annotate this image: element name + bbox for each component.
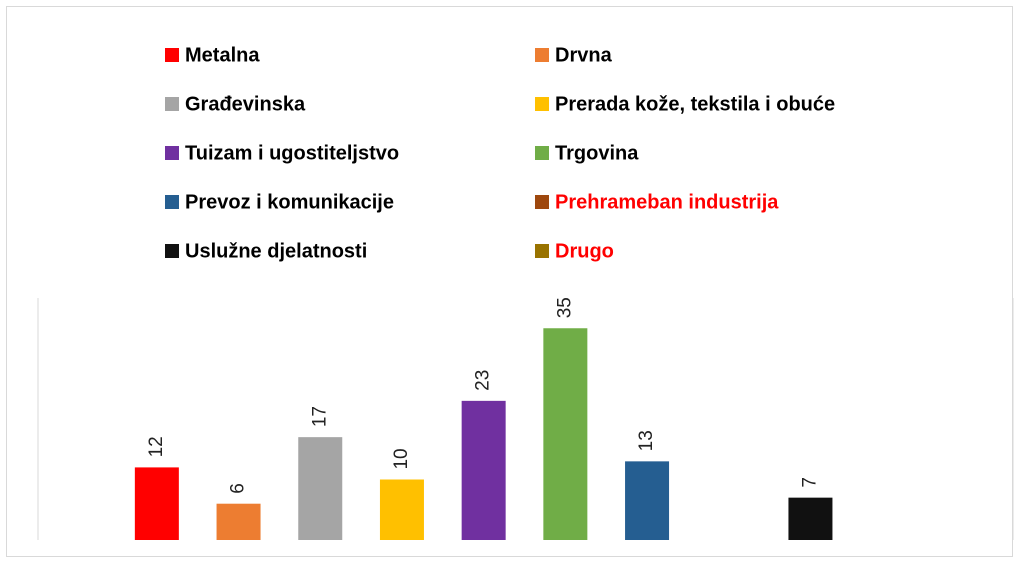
- data-label: 7: [799, 477, 820, 488]
- legend-swatch: [535, 97, 549, 111]
- data-label: 13: [636, 430, 657, 451]
- data-label: 12: [146, 436, 167, 457]
- legend-label: Tuizam i ugostiteljstvo: [185, 142, 399, 164]
- legend-label: Prevoz i komunikacije: [185, 191, 394, 213]
- legend-swatch: [165, 146, 179, 160]
- bar: [379, 479, 424, 540]
- legend-label: Drvna: [555, 44, 613, 66]
- legend-label: Uslužne djelatnosti: [185, 240, 367, 262]
- legend-label: Trgovina: [555, 142, 639, 164]
- bar: [461, 400, 506, 540]
- data-label: 10: [391, 448, 412, 469]
- legend-swatch: [535, 146, 549, 160]
- bar: [134, 467, 179, 540]
- legend-swatch: [165, 195, 179, 209]
- legend-label: Metalna: [185, 44, 260, 66]
- legend-label: Građevinska: [185, 93, 306, 115]
- legend-swatch: [165, 97, 179, 111]
- legend-swatch: [535, 48, 549, 62]
- data-label: 23: [473, 370, 494, 391]
- bar: [543, 328, 588, 540]
- data-label: 17: [309, 406, 330, 427]
- legend-label: Prerada kože, tekstila i obuće: [555, 93, 835, 115]
- legend-swatch: [165, 48, 179, 62]
- bar: [298, 437, 343, 540]
- bar: [216, 503, 261, 540]
- data-label: 6: [228, 483, 249, 494]
- legend-swatch: [535, 195, 549, 209]
- bar: [788, 497, 833, 540]
- legend-label: Drugo: [555, 240, 614, 262]
- legend-swatch: [165, 244, 179, 258]
- data-label: 35: [554, 297, 575, 318]
- legend-label: Prehrameban industrija: [555, 191, 779, 213]
- legend-swatch: [535, 244, 549, 258]
- bar: [625, 461, 670, 540]
